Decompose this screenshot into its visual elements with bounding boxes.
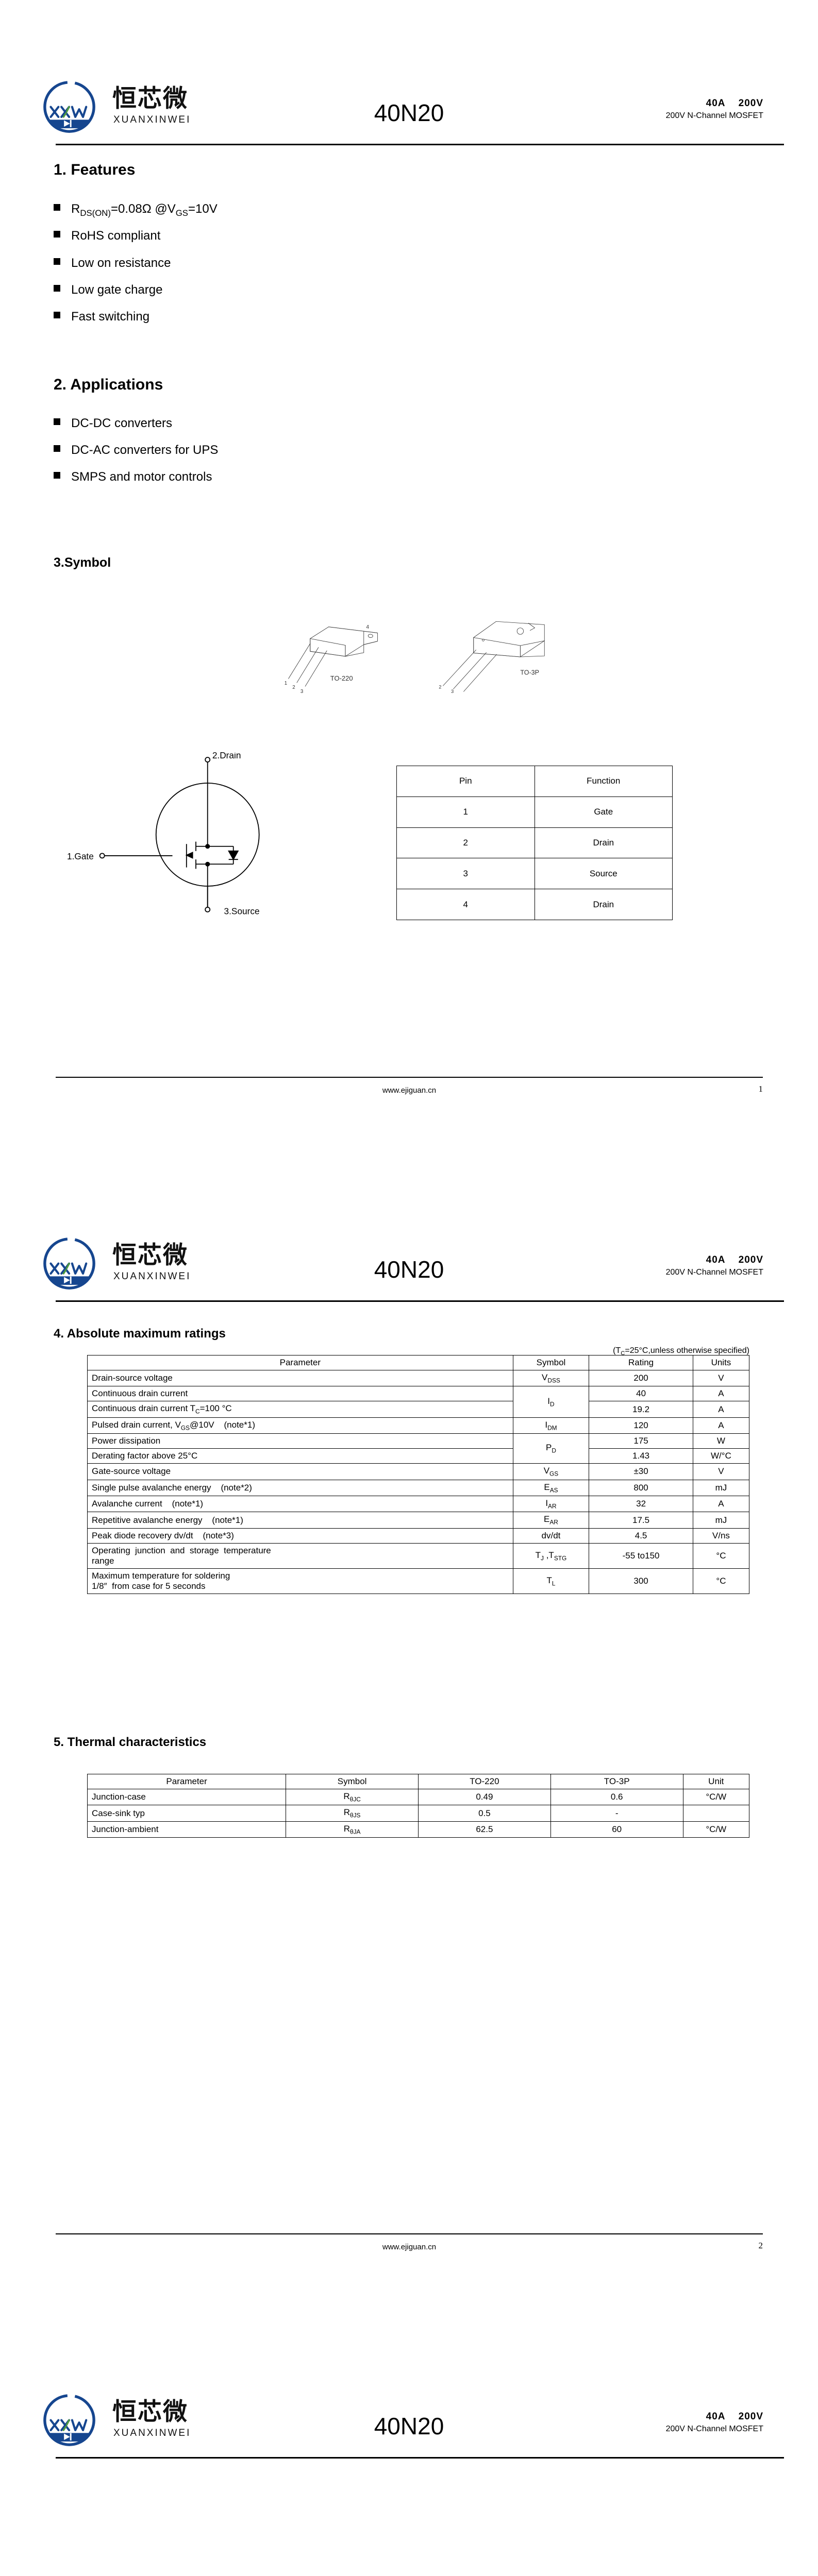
svg-text:2: 2 <box>292 685 295 690</box>
svg-text:3: 3 <box>451 689 454 694</box>
svg-text:1.Gate: 1.Gate <box>67 851 94 861</box>
svg-text:TO-3P: TO-3P <box>520 669 539 676</box>
svg-text:4: 4 <box>366 624 369 630</box>
svg-text:3: 3 <box>301 689 303 694</box>
svg-text:2.Drain: 2.Drain <box>212 752 241 760</box>
svg-text:2: 2 <box>439 684 441 689</box>
svg-text:TO-220: TO-220 <box>330 674 353 682</box>
svg-text:1: 1 <box>285 681 287 686</box>
svg-text:3.Source: 3.Source <box>224 906 260 917</box>
